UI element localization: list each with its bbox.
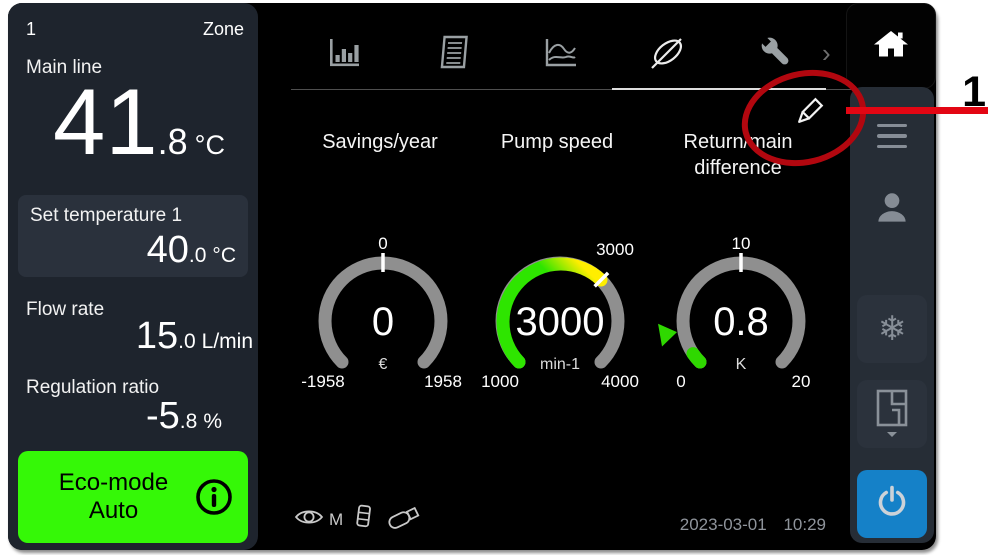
monitoring-mode-letter: M xyxy=(329,509,344,529)
svg-text:1958: 1958 xyxy=(424,372,462,391)
tab-eco[interactable] xyxy=(646,31,690,75)
reg-unit: % xyxy=(203,410,222,433)
menu-button[interactable] xyxy=(870,119,914,153)
svg-text:0: 0 xyxy=(378,234,387,253)
svg-text:3000: 3000 xyxy=(596,240,634,259)
set-temperature-card[interactable]: Set temperature 1 40 .0 °C xyxy=(18,195,248,277)
zone-panel: 1 Zone Main line 41 .8 °C Set temperatur… xyxy=(8,3,258,550)
document-icon xyxy=(433,32,473,75)
svg-text:10: 10 xyxy=(732,234,751,253)
eco-dashboard: › Savings/year Pump speed Return/main di… xyxy=(258,3,851,550)
tabs-more-button[interactable]: › xyxy=(816,39,837,67)
home-button[interactable] xyxy=(846,3,936,89)
set-temp-int: 40 xyxy=(146,229,189,271)
svg-text:min-1: min-1 xyxy=(540,356,580,373)
leaf-icon xyxy=(646,30,690,77)
status-icons: M xyxy=(294,503,423,536)
regulation-ratio-value: -5 .8 % xyxy=(18,397,222,435)
reg-frac: .8 xyxy=(179,410,198,433)
power-icon xyxy=(872,483,912,526)
savings-gauge: 0 0 € -1958 1958 xyxy=(301,234,462,391)
sd-card-icon xyxy=(354,503,374,536)
svg-text:0: 0 xyxy=(372,300,394,344)
annotation-number: 1 xyxy=(962,68,986,116)
reg-int: -5 xyxy=(146,395,180,437)
zones-icon xyxy=(869,386,915,443)
main-line-temperature: 41 .8 °C xyxy=(8,75,258,169)
tab-statistics[interactable] xyxy=(323,31,367,75)
flow-rate-value: 15 .0 L/min xyxy=(18,317,253,355)
set-temp-frac: .0 xyxy=(188,244,207,267)
tab-settings[interactable] xyxy=(754,31,798,75)
flow-frac: .0 xyxy=(178,330,196,353)
menu-icon xyxy=(877,123,907,149)
pump-speed-gauge: 3000 3000 min-1 1000 4000 xyxy=(481,240,639,391)
zone-header: 1 Zone xyxy=(26,19,244,40)
pencil-icon xyxy=(788,93,828,136)
svg-text:3000: 3000 xyxy=(516,300,605,344)
svg-text:4000: 4000 xyxy=(601,372,639,391)
tab-log[interactable] xyxy=(431,31,475,75)
defrost-button[interactable]: ❄ xyxy=(857,295,927,363)
info-icon[interactable] xyxy=(194,477,234,517)
gauge-title-pump-speed: Pump speed xyxy=(500,131,614,153)
datetime-display: 2023-03-01 10:29 xyxy=(680,515,826,535)
tab-trends[interactable] xyxy=(538,31,582,75)
snowflake-icon: ❄ xyxy=(877,309,907,349)
flow-unit: L/min xyxy=(201,330,253,353)
nav-sidebar: ❄ xyxy=(850,87,934,543)
svg-text:K: K xyxy=(736,356,747,373)
zones-schema-button[interactable] xyxy=(857,380,927,448)
home-icon xyxy=(869,23,913,70)
zone-number: 1 xyxy=(26,19,37,39)
power-button[interactable] xyxy=(857,470,927,538)
bar-chart-icon xyxy=(325,32,365,75)
monitoring-eye-icon xyxy=(294,506,324,533)
main-line-label: Main line xyxy=(26,57,103,78)
set-temperature-value: 40 .0 °C xyxy=(30,231,236,269)
set-temp-unit: °C xyxy=(212,244,236,267)
usb-drive-icon xyxy=(385,503,423,536)
main-temp-unit: °C xyxy=(194,130,225,160)
flow-int: 15 xyxy=(135,315,179,357)
tab-divider xyxy=(291,89,851,90)
date-value: 2023-03-01 xyxy=(679,515,767,534)
svg-text:0: 0 xyxy=(676,372,685,391)
set-temperature-label: Set temperature 1 xyxy=(30,205,183,226)
user-icon xyxy=(871,187,913,232)
active-tab-indicator xyxy=(612,88,826,90)
chevron-right-icon: › xyxy=(822,38,831,68)
edit-pencil-button[interactable] xyxy=(785,91,831,137)
gauge-title-return-difference: Return/main difference xyxy=(683,131,793,179)
svg-text:0.8: 0.8 xyxy=(713,300,769,344)
zone-label: Zone xyxy=(202,19,244,39)
return-difference-gauge: 10 0.8 K 0 20 xyxy=(658,234,811,391)
gauge-title-savings: Savings/year xyxy=(322,131,438,153)
main-temp-int: 41 xyxy=(53,69,158,174)
eco-mode-label: Eco-mode Auto xyxy=(58,469,169,524)
device-screen: 1 Zone Main line 41 .8 °C Set temperatur… xyxy=(8,3,936,550)
wrench-icon xyxy=(756,32,796,75)
main-temp-frac: .8 xyxy=(157,121,188,162)
time-value: 10:29 xyxy=(783,515,826,534)
user-button[interactable] xyxy=(870,187,914,231)
annotation-line xyxy=(846,107,988,114)
svg-text:20: 20 xyxy=(792,372,811,391)
eco-mode-button[interactable]: Eco-mode Auto xyxy=(18,451,248,543)
flow-rate-label: Flow rate xyxy=(26,299,105,320)
svg-text:€: € xyxy=(379,356,388,373)
trend-icon xyxy=(540,32,580,75)
regulation-ratio-label: Regulation ratio xyxy=(26,377,160,398)
svg-text:1000: 1000 xyxy=(481,372,519,391)
svg-text:-1958: -1958 xyxy=(301,372,344,391)
